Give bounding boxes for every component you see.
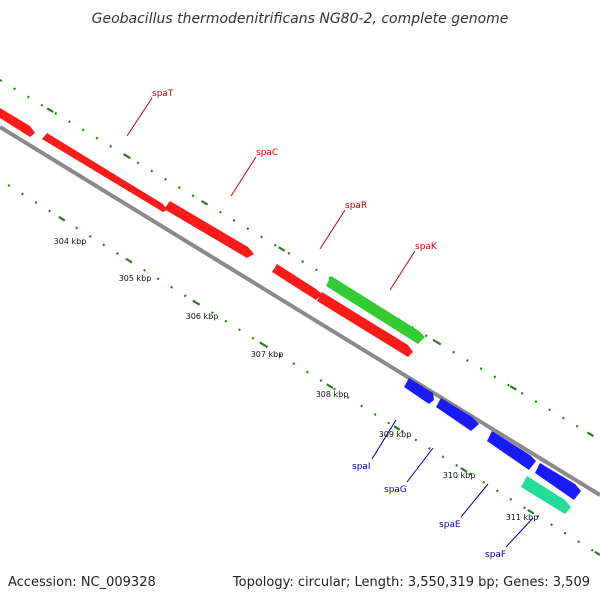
gene-label-spaf: spaF	[485, 550, 506, 560]
gene-label-spae: spaE	[439, 520, 461, 530]
gene-arrow-spac	[164, 201, 254, 258]
gene-arrow-spae	[535, 463, 581, 500]
forward-gene-labels: spaT spaC spaR spaK	[126, 89, 438, 291]
kbp-label: 311 kbp	[506, 513, 539, 522]
gene-arrow-spai	[436, 398, 479, 431]
leader-line	[230, 156, 257, 197]
kbp-label: 308 kbp	[316, 390, 349, 399]
kbp-label: 305 kbp	[119, 274, 152, 283]
gene-arrow-spaf	[521, 476, 571, 514]
kbp-scale: 304 kbp 305 kbp 306 kbp 307 kbp 308 kbp …	[54, 237, 539, 522]
gene-arrow-spag	[487, 431, 536, 470]
inner-major-ticks	[7, 184, 600, 556]
gene-arrow-spar	[272, 264, 322, 300]
reverse-gene-labels: spaI spaG spaE spaF	[352, 419, 534, 560]
accession-text: Accession: NC_009328	[8, 575, 156, 590]
leader-line	[460, 483, 489, 518]
tick-tracks	[0, 79, 600, 556]
leader-line	[126, 97, 153, 137]
gene-features	[0, 108, 581, 514]
gene-label-spag: spaG	[384, 485, 407, 495]
gene-arrow	[404, 378, 434, 404]
gene-label-spac: spaC	[256, 148, 278, 158]
gene-label-spai: spaI	[352, 462, 371, 472]
map-title: Geobacillus thermodenitrificans NG80-2, …	[92, 11, 509, 27]
leader-line	[389, 250, 416, 291]
kbp-label: 304 kbp	[54, 237, 87, 246]
gene-arrow	[317, 292, 413, 357]
kbp-label: 309 kbp	[379, 430, 412, 439]
gene-arrow-spak	[326, 276, 425, 344]
leader-line	[406, 447, 434, 483]
outer-major-ticks	[0, 79, 600, 441]
leader-line	[505, 517, 534, 548]
outer-tick-track	[0, 79, 600, 441]
kbp-label: 307 kbp	[251, 350, 284, 359]
gene-arrow-spat	[42, 133, 167, 212]
kbp-label: 306 kbp	[186, 312, 219, 321]
gene-label-spak: spaK	[415, 242, 438, 252]
genome-summary-text: Topology: circular; Length: 3,550,319 bp…	[232, 575, 590, 590]
gene-label-spar: spaR	[345, 201, 367, 211]
leader-line	[319, 209, 346, 250]
genome-backbone	[0, 125, 600, 497]
gene-arrow	[0, 108, 35, 137]
leader-line	[371, 419, 397, 460]
gene-label-spat: spaT	[152, 89, 174, 99]
kbp-label: 310 kbp	[443, 471, 476, 480]
